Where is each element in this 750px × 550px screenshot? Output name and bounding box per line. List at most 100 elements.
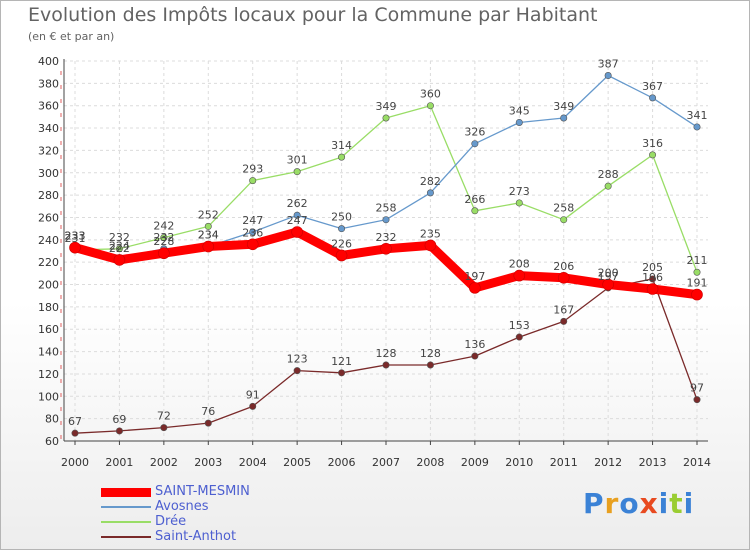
x-tick-label: 2014 [683,456,711,469]
y-tick-label: 160 [38,323,59,336]
point-saint-mesmin-2009 [469,282,481,294]
data-label-dr-e: 316 [642,137,663,150]
chart-title: Evolution des Impôts locaux pour la Comm… [28,4,598,26]
data-label-saint-anthot: 128 [376,347,397,360]
data-label-avosnes: 349 [553,100,574,113]
data-label-saint-mesmin: 228 [153,235,174,248]
data-label-avosnes: 341 [687,109,708,122]
y-tick-label: 400 [38,55,59,68]
legend-swatch-saint-mesmin [101,488,151,497]
point-saint-mesmin-2010 [513,269,526,282]
y-tick-label: 120 [38,368,59,381]
data-label-dr-e: 273 [509,185,530,198]
proxiti-logo: Proxiti [583,487,694,520]
point-avosnes-2006 [338,225,346,233]
x-tick-label: 2003 [194,456,222,469]
data-label-avosnes: 258 [376,202,397,215]
data-label-saint-mesmin: 226 [331,237,352,250]
point-saint-anthot-2001 [115,427,123,435]
x-tick-label: 2000 [61,456,89,469]
point-saint-mesmin-2002 [158,247,170,260]
logo-letter: i [683,487,695,520]
x-tick-label: 2001 [105,456,133,469]
data-label-saint-anthot: 123 [287,353,308,366]
y-tick-label: 260 [38,211,59,224]
data-label-saint-mesmin: 222 [109,242,130,255]
data-label-saint-mesmin: 197 [464,270,485,283]
legend-label-saint-mesmin: SAINT-MESMIN [155,484,250,499]
data-label-dr-e: 266 [464,193,485,206]
data-label-avosnes: 224 [109,240,130,253]
data-label-saint-mesmin: 235 [420,227,441,240]
data-label-dr-e: 242 [153,220,174,233]
x-tick-label: 2012 [594,456,622,469]
data-label-saint-anthot: 136 [464,338,485,351]
y-tick-label: 360 [38,100,59,113]
x-tick-label: 2011 [550,456,578,469]
point-dr-e-2009 [471,207,479,215]
point-saint-mesmin-2013 [646,283,659,295]
point-avosnes-2008 [426,189,434,197]
point-saint-mesmin-2001 [113,254,126,266]
point-saint-anthot-2009 [471,352,479,360]
chart-subtitle: (en € et par an) [28,30,115,43]
data-label-saint-anthot: 153 [509,319,530,332]
x-tick-label: 2013 [639,456,667,469]
logo-letter: o [619,487,640,520]
point-avosnes-2004 [249,228,257,236]
point-dr-e-2010 [515,199,523,207]
data-label-avosnes: 345 [509,104,530,117]
data-label-saint-anthot: 128 [420,347,441,360]
data-label-saint-mesmin: 233 [65,230,86,243]
logo-letter: i [658,487,670,520]
data-label-saint-anthot: 76 [201,405,215,418]
data-label-saint-mesmin: 191 [687,277,708,290]
data-label-saint-anthot: 72 [157,410,171,423]
point-avosnes-2010 [515,118,523,126]
point-saint-mesmin-2008 [424,239,437,252]
data-label-avosnes: 250 [331,211,352,224]
point-saint-anthot-2006 [338,369,346,377]
data-label-dr-e: 258 [553,202,574,215]
point-saint-anthot-2004 [249,402,257,410]
point-dr-e-2001 [115,245,123,253]
data-label-avosnes: 367 [642,80,663,93]
data-label-avosnes: 262 [287,197,308,210]
point-dr-e-2008 [426,102,434,110]
data-label-avosnes: 234 [198,229,219,242]
y-tick-label: 220 [38,256,59,269]
y-tick-label: 280 [38,189,59,202]
data-label-dr-e: 288 [598,168,619,181]
point-dr-e-2005 [293,168,301,176]
legend-label-avosnes: Avosnes [155,499,209,514]
legend-label-dree: Drée [155,514,187,529]
legend-label-saint-anthot: Saint-Anthot [155,529,237,544]
point-dr-e-2013 [649,151,657,159]
point-avosnes-2012 [604,72,612,80]
data-label-avosnes: 387 [598,58,619,71]
point-saint-anthot-2011 [560,317,568,325]
legend-swatch-saint-anthot [101,536,151,538]
point-saint-mesmin-2006 [335,249,348,262]
y-tick-label: 320 [38,144,59,157]
point-saint-mesmin-2004 [246,238,259,251]
data-label-saint-mesmin: 236 [242,226,263,239]
x-tick-label: 2008 [416,456,444,469]
point-saint-anthot-2005 [293,367,301,375]
series-points [69,72,703,437]
point-saint-mesmin-2000 [69,241,81,254]
point-saint-anthot-2000 [71,429,79,437]
data-label-avosnes: 232 [153,231,174,244]
point-saint-mesmin-2005 [291,226,303,238]
point-avosnes-2013 [649,94,657,102]
y-tick-label: 240 [38,234,59,247]
y-tick-label: 380 [38,77,59,90]
point-avosnes-2007 [382,216,390,224]
data-label-saint-mesmin: 196 [642,271,663,284]
point-dr-e-2006 [338,153,346,161]
data-label-dr-e: 314 [331,139,352,152]
point-saint-anthot-2014 [693,396,701,404]
data-label-saint-mesmin: 206 [553,260,574,273]
point-dr-e-2004 [249,177,257,185]
